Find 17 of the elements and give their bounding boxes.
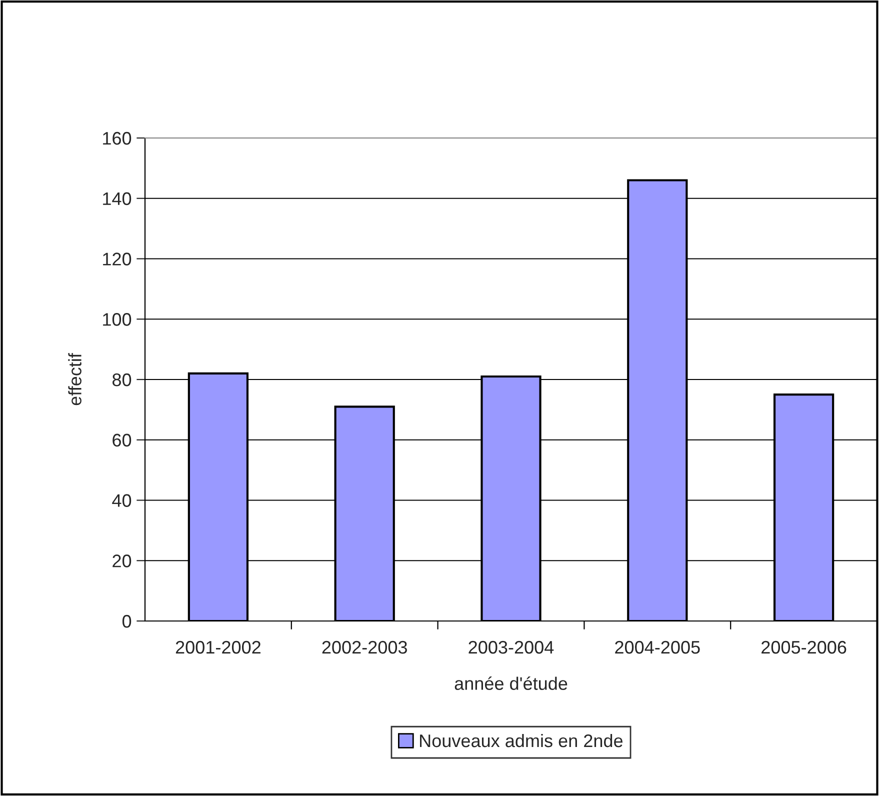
x-tick-label: 2004-2005: [615, 640, 700, 654]
x-axis-title: année d'étude: [454, 676, 568, 690]
x-tick-label: 2001-2002: [176, 640, 260, 654]
y-tick-label: 120: [103, 252, 132, 266]
x-tick-label: 2005-2006: [762, 640, 846, 654]
y-tick-label: 0: [122, 614, 132, 628]
y-tick-label: 160: [103, 132, 132, 145]
y-tick-label: 20: [112, 554, 132, 568]
y-tick-label: 60: [112, 434, 132, 447]
legend-label: Nouveaux admis en 2nde: [420, 734, 623, 748]
x-tick-label: 2003-2004: [468, 640, 554, 654]
y-tick-label: 140: [103, 192, 132, 206]
y-axis-title: effectif: [68, 353, 82, 406]
y-tick-label: 80: [112, 373, 132, 386]
y-tick-label: 100: [103, 313, 132, 326]
y-tick-label: 40: [112, 494, 132, 507]
x-tick-label: 2002-2003: [322, 640, 407, 654]
